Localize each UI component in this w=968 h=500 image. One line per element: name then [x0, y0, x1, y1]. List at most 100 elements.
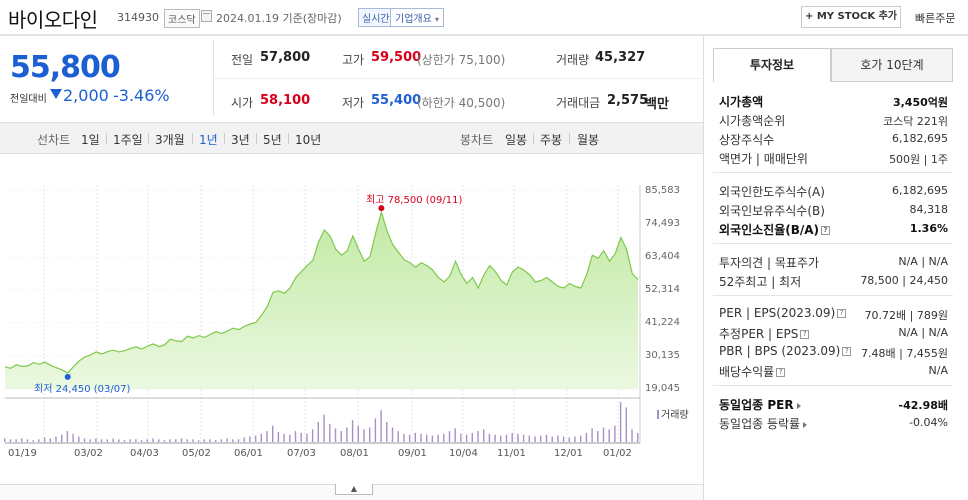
- quote-divider: [213, 40, 214, 116]
- corp-info-dropdown[interactable]: 기업개요 ▾: [390, 8, 445, 27]
- dividend-label: 배당수익률: [719, 365, 775, 379]
- peer-per-row[interactable]: 동일업종 PER: [719, 396, 801, 413]
- market-badge: 코스닥: [164, 9, 200, 28]
- x-tick-label: 05/02: [182, 448, 211, 459]
- par-label: 액면가 | 매매단위: [719, 152, 808, 166]
- current-price: 55,800: [10, 50, 121, 85]
- low-label: 저가: [342, 96, 365, 110]
- volume-bar: [254, 435, 257, 442]
- period-5y[interactable]: 5년: [263, 133, 282, 147]
- high-label: 고가: [342, 53, 365, 67]
- candle-monthly[interactable]: 월봉: [577, 133, 600, 147]
- volume-bar: [61, 434, 63, 442]
- volume-bar: [43, 437, 46, 442]
- period-bar: [0, 122, 703, 154]
- volume-bar: [95, 438, 97, 442]
- volume-bar: [585, 432, 588, 442]
- volume-bar: [454, 428, 456, 442]
- volume-bar: [591, 428, 593, 442]
- est-per-value: N/A | N/A: [898, 326, 948, 339]
- period-3m[interactable]: 3개월: [155, 133, 185, 147]
- period-1w[interactable]: 1주일: [113, 133, 143, 147]
- volume-bar: [386, 422, 388, 442]
- volume-bar: [528, 435, 530, 442]
- chevron-right-icon: [803, 421, 808, 428]
- volume-bar: [100, 439, 103, 442]
- volume-bar: [55, 436, 57, 442]
- period-3y[interactable]: 3년: [231, 133, 250, 147]
- volume-bar: [426, 434, 428, 442]
- x-tick-label: 09/01: [398, 448, 427, 459]
- foreign-hold-label: 외국인보유주식수(B): [719, 204, 825, 218]
- volume-bar: [465, 434, 468, 442]
- week52-value: 78,500 | 24,450: [860, 274, 948, 287]
- volume-bar: [49, 438, 51, 442]
- quick-order-button[interactable]: 빠른주문: [915, 12, 956, 25]
- volume-bar: [380, 410, 382, 442]
- y-tick-label: 30,135: [645, 350, 680, 361]
- volume-bar: [294, 431, 297, 442]
- period-separator: [148, 133, 149, 144]
- volume-legend-label: 거래량: [661, 410, 689, 421]
- volume-bar: [505, 434, 508, 442]
- volume-bar: [619, 402, 622, 442]
- peer-rate-value: -0.04%: [909, 416, 948, 429]
- volume-bar: [574, 436, 576, 442]
- volume-bar: [232, 439, 234, 442]
- help-icon[interactable]: ?: [842, 347, 852, 356]
- volume-bar: [534, 436, 536, 442]
- collapse-button[interactable]: ▲: [335, 484, 373, 495]
- chevron-down-icon: ▾: [435, 15, 440, 24]
- volume-bar: [557, 435, 559, 442]
- foreign-limit-label: 외국인한도주식수(A): [719, 185, 825, 199]
- per-value: 70.72배 | 789원: [864, 309, 948, 322]
- volume-bar: [140, 440, 143, 442]
- volume-bar: [460, 433, 462, 442]
- volume-bar: [289, 434, 291, 442]
- x-tick-label: 07/03: [287, 448, 316, 459]
- min-point: [64, 373, 71, 380]
- candle-weekly[interactable]: 주봉: [540, 133, 563, 147]
- x-tick-label: 12/01: [554, 448, 583, 459]
- volume-bar: [243, 437, 245, 442]
- volume-bar: [408, 434, 411, 442]
- cap-rank-label: 시가총액순위: [719, 114, 786, 128]
- peer-rate-row[interactable]: 동일업종 등락률: [719, 415, 808, 432]
- dividend-row: 배당수익률?: [719, 363, 786, 380]
- volume-bar: [118, 439, 120, 442]
- period-1y[interactable]: 1년: [199, 133, 218, 147]
- volume-bar: [631, 429, 633, 442]
- volume-bar: [9, 439, 12, 442]
- help-icon[interactable]: ?: [776, 368, 786, 377]
- help-icon[interactable]: ?: [837, 309, 847, 318]
- tab-quote-10[interactable]: 호가 10단계: [831, 48, 953, 82]
- volume-bar: [369, 427, 371, 442]
- volume-bar: [129, 439, 131, 442]
- volume-bar: [89, 439, 91, 442]
- volume-bar: [186, 439, 188, 442]
- add-mystock-button[interactable]: + MY STOCK 추가: [801, 6, 901, 28]
- amount-value: 2,575: [607, 93, 649, 108]
- volume-bar: [391, 427, 394, 442]
- peer-per-label: 동일업종 PER: [719, 398, 794, 412]
- tab-invest-info[interactable]: 투자정보: [713, 48, 831, 82]
- corp-info-label: 기업개요: [395, 14, 432, 25]
- shares-label: 상장주식수: [719, 133, 775, 147]
- panel-divider: [713, 172, 953, 173]
- volume-bar: [608, 429, 610, 442]
- period-10y[interactable]: 10년: [295, 133, 322, 147]
- market-cap-value: 3,450억원: [892, 96, 948, 109]
- period-1d[interactable]: 1일: [81, 133, 100, 147]
- help-icon[interactable]: ?: [821, 226, 831, 235]
- period-separator: [192, 133, 193, 144]
- realtime-button[interactable]: 실시간: [358, 8, 394, 27]
- candle-daily[interactable]: 일봉: [505, 133, 528, 147]
- volume-bar: [403, 433, 405, 442]
- volume-bar: [215, 440, 217, 442]
- help-icon[interactable]: ?: [800, 330, 810, 339]
- volume-bar: [180, 438, 183, 442]
- price-chart[interactable]: [0, 155, 703, 485]
- volume-bar: [277, 432, 280, 442]
- period-separator: [224, 133, 225, 144]
- volume-bar: [580, 435, 582, 442]
